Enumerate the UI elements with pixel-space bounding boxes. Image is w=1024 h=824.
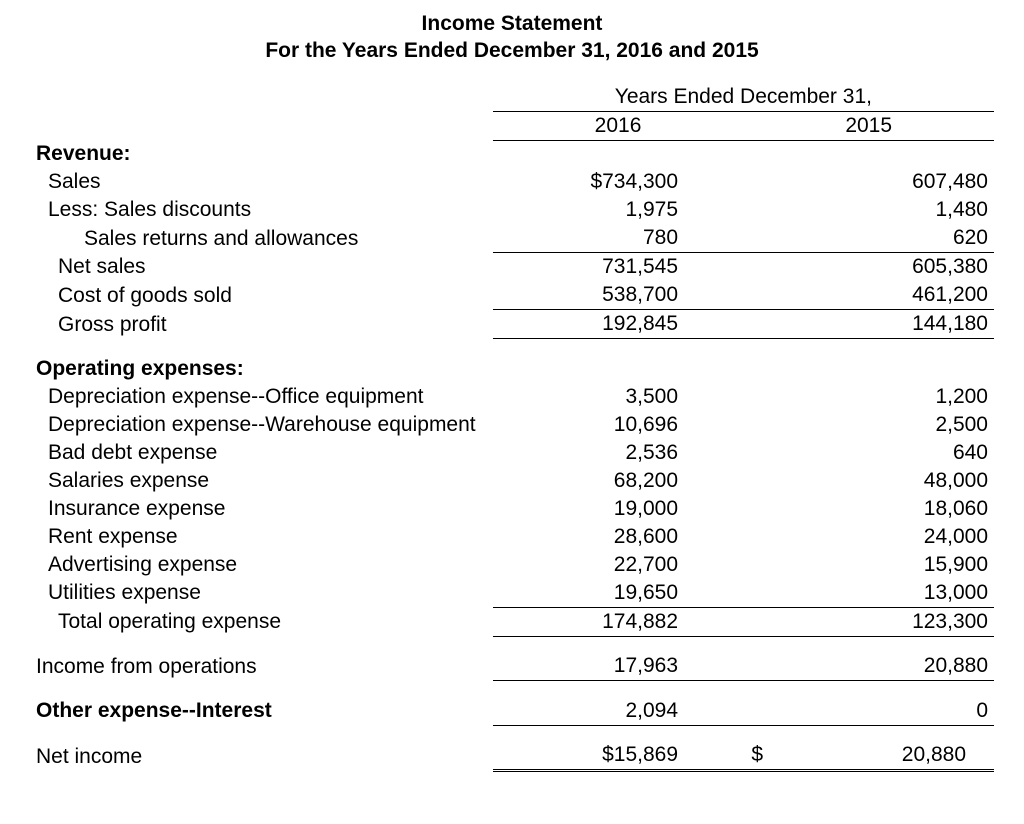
row-util: Utilities expense 19,650 13,000	[30, 579, 994, 608]
row-rent: Rent expense 28,600 24,000	[30, 523, 994, 551]
adv-2015: 15,900	[743, 551, 994, 579]
netsales-2015: 605,380	[743, 253, 994, 282]
label-dep-office: Depreciation expense--Office equipment	[30, 383, 493, 411]
row-adv: Advertising expense 22,700 15,900	[30, 551, 994, 579]
year-header-row: 2016 2015	[30, 111, 994, 140]
label-discounts: Less: Sales discounts	[30, 196, 493, 224]
row-totopex: Total operating expense 174,882 123,300	[30, 607, 994, 636]
rent-2015: 24,000	[743, 523, 994, 551]
label-util: Utilities expense	[30, 579, 493, 608]
row-dep-wh: Depreciation expense--Warehouse equipmen…	[30, 411, 994, 439]
netincome-2016: $15,869	[493, 741, 744, 771]
row-insurance: Insurance expense 19,000 18,060	[30, 495, 994, 523]
label-netincome: Net income	[30, 741, 493, 771]
row-cogs: Cost of goods sold 538,700 461,200	[30, 281, 994, 310]
row-sales: Sales $734,300 607,480	[30, 168, 994, 196]
dep-office-2015: 1,200	[743, 383, 994, 411]
opex-header: Operating expenses:	[30, 355, 493, 383]
row-salaries: Salaries expense 68,200 48,000	[30, 467, 994, 495]
years-span: Years Ended December 31,	[493, 83, 994, 112]
col-2016: 2016	[493, 111, 744, 140]
dep-wh-2015: 2,500	[743, 411, 994, 439]
row-discounts: Less: Sales discounts 1,975 1,480	[30, 196, 994, 224]
label-opincome: Income from operations	[30, 652, 493, 681]
title-line2: For the Years Ended December 31, 2016 an…	[30, 37, 994, 64]
insurance-2015: 18,060	[743, 495, 994, 523]
revenue-header: Revenue:	[30, 140, 493, 168]
label-netsales: Net sales	[30, 253, 493, 282]
income-statement-table: Years Ended December 31, 2016 2015 Reven…	[30, 83, 994, 773]
baddebt-2016: 2,536	[493, 439, 744, 467]
opex-header-row: Operating expenses:	[30, 355, 994, 383]
title-line1: Income Statement	[30, 10, 994, 37]
other-2016: 2,094	[493, 697, 744, 726]
dep-wh-2016: 10,696	[493, 411, 744, 439]
opincome-2015: 20,880	[743, 652, 994, 681]
years-span-row: Years Ended December 31,	[30, 83, 994, 112]
label-insurance: Insurance expense	[30, 495, 493, 523]
sales-2016: $734,300	[493, 168, 744, 196]
label-salaries: Salaries expense	[30, 467, 493, 495]
label-adv: Advertising expense	[30, 551, 493, 579]
totopex-2015: 123,300	[743, 607, 994, 636]
label-sales: Sales	[30, 168, 493, 196]
baddebt-2015: 640	[743, 439, 994, 467]
other-2015: 0	[743, 697, 994, 726]
col-2015: 2015	[743, 111, 994, 140]
util-2016: 19,650	[493, 579, 744, 608]
discounts-2015: 1,480	[743, 196, 994, 224]
label-other: Other expense--Interest	[30, 697, 493, 726]
salaries-2016: 68,200	[493, 467, 744, 495]
discounts-2016: 1,975	[493, 196, 744, 224]
totopex-2016: 174,882	[493, 607, 744, 636]
gross-2016: 192,845	[493, 310, 744, 339]
row-netincome: Net income $15,869 $20,880	[30, 741, 994, 771]
title-block: Income Statement For the Years Ended Dec…	[30, 10, 994, 65]
label-baddebt: Bad debt expense	[30, 439, 493, 467]
sales-2015: 607,480	[743, 168, 994, 196]
cogs-2016: 538,700	[493, 281, 744, 310]
returns-2016: 780	[493, 224, 744, 253]
gross-2015: 144,180	[743, 310, 994, 339]
row-dep-office: Depreciation expense--Office equipment 3…	[30, 383, 994, 411]
dep-office-2016: 3,500	[493, 383, 744, 411]
insurance-2016: 19,000	[493, 495, 744, 523]
adv-2016: 22,700	[493, 551, 744, 579]
cogs-2015: 461,200	[743, 281, 994, 310]
label-totopex: Total operating expense	[30, 607, 493, 636]
label-returns: Sales returns and allowances	[30, 224, 493, 253]
returns-2015: 620	[743, 224, 994, 253]
salaries-2015: 48,000	[743, 467, 994, 495]
netsales-2016: 731,545	[493, 253, 744, 282]
revenue-header-row: Revenue:	[30, 140, 994, 168]
row-baddebt: Bad debt expense 2,536 640	[30, 439, 994, 467]
opincome-2016: 17,963	[493, 652, 744, 681]
row-opincome: Income from operations 17,963 20,880	[30, 652, 994, 681]
row-netsales: Net sales 731,545 605,380	[30, 253, 994, 282]
row-gross: Gross profit 192,845 144,180	[30, 310, 994, 339]
netincome-2015: $20,880	[743, 741, 994, 771]
row-other: Other expense--Interest 2,094 0	[30, 697, 994, 726]
row-returns: Sales returns and allowances 780 620	[30, 224, 994, 253]
label-cogs: Cost of goods sold	[30, 281, 493, 310]
label-gross: Gross profit	[30, 310, 493, 339]
label-dep-wh: Depreciation expense--Warehouse equipmen…	[30, 411, 493, 439]
label-rent: Rent expense	[30, 523, 493, 551]
rent-2016: 28,600	[493, 523, 744, 551]
util-2015: 13,000	[743, 579, 994, 608]
